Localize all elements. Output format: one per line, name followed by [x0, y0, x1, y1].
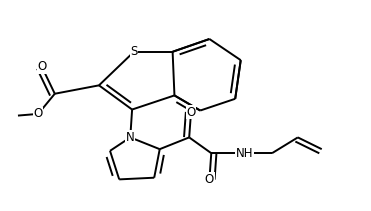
Text: S: S [130, 45, 138, 58]
Text: O: O [205, 173, 214, 186]
Text: O: O [186, 106, 196, 119]
Text: O: O [37, 60, 46, 73]
Text: NH: NH [236, 147, 253, 160]
Text: N: N [126, 131, 135, 144]
Text: O: O [34, 107, 43, 120]
